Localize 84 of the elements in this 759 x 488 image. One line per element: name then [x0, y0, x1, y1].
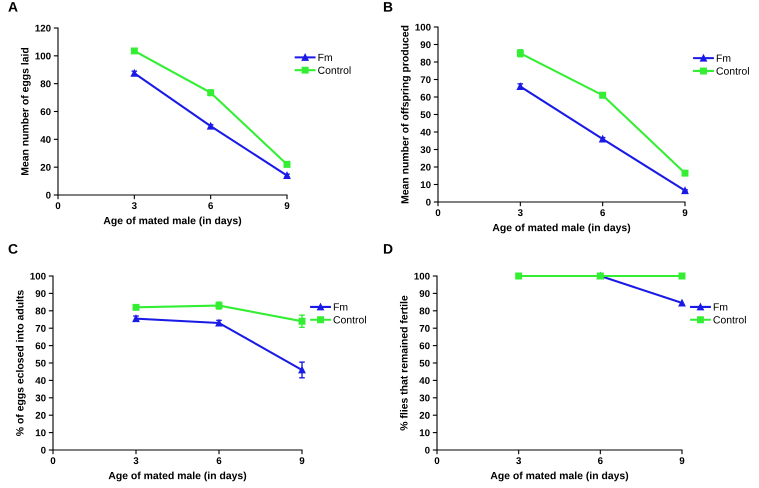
y-tick-label: 60: [36, 342, 46, 350]
y-tick-label: 0: [46, 192, 51, 199]
y-tick-label: 80: [420, 58, 431, 66]
point: [516, 83, 524, 90]
x-tick-label: 9: [284, 202, 290, 210]
y-tick-label: 60: [420, 94, 431, 101]
y-tick-label: 10: [420, 429, 430, 436]
chart-title: B: [384, 2, 392, 12]
x-tick-label: 9: [300, 457, 304, 464]
legend-label: Control: [713, 316, 746, 324]
y-tick-label: 40: [419, 377, 430, 384]
y-tick-label: 20: [36, 412, 46, 419]
point: [284, 160, 290, 168]
point: [216, 320, 222, 326]
y-tick-label: 30: [35, 394, 46, 402]
y-axis-title: % of eggs eclosed into adults: [16, 290, 26, 436]
x-axis-title: Age of mated male (in days): [108, 472, 246, 482]
x-tick-label: 3: [134, 457, 138, 464]
x-axis-title: Age of mated male (in days): [492, 224, 630, 234]
y-tick-label: 50: [420, 360, 430, 367]
x-tick-label: 3: [516, 457, 522, 464]
y-tick-label: 40: [35, 377, 46, 384]
x-axis-title: Age of mated male (in days): [490, 472, 628, 482]
y-tick-label: 20: [420, 412, 430, 419]
legend-label: Control: [716, 67, 749, 75]
y-tick-label: 30: [420, 146, 431, 154]
x-tick-label: 0: [436, 209, 440, 216]
x-tick-label: 6: [598, 457, 603, 464]
chart-title: A: [8, 2, 18, 12]
x-tick-label: 3: [518, 209, 523, 216]
legend-label: Fm: [318, 54, 332, 62]
x-tick-label: 6: [208, 202, 214, 210]
y-tick-label: 120: [35, 24, 51, 32]
y-tick-label: 50: [36, 360, 46, 367]
x-tick-label: 9: [682, 209, 688, 216]
y-tick-label: 100: [35, 52, 51, 60]
x-tick-label: 3: [132, 202, 137, 210]
legend-label: Fm: [716, 54, 730, 62]
y-tick-label: 0: [425, 446, 430, 454]
y-axis-title: % flies that remained fertile: [400, 296, 408, 430]
y-axis-title: Mean number of offspring produced: [400, 26, 411, 204]
y-tick-label: 90: [36, 290, 46, 298]
y-tick-label: 80: [420, 308, 430, 314]
x-tick-label: 0: [56, 202, 60, 210]
x-tick-label: 0: [434, 457, 440, 464]
chart-title: C: [8, 244, 18, 254]
y-tick-label: 70: [420, 324, 430, 332]
x-tick-label: 9: [680, 457, 684, 464]
point: [130, 47, 138, 54]
y-tick-label: 10: [420, 181, 431, 188]
chart-title: D: [384, 244, 392, 254]
y-tick-label: 20: [420, 164, 431, 171]
y-tick-label: 100: [414, 272, 430, 280]
y-tick-label: 80: [40, 80, 51, 88]
point: [682, 170, 688, 177]
y-tick-label: 40: [420, 128, 431, 136]
point: [298, 318, 306, 325]
y-tick-label: 10: [36, 429, 46, 436]
x-tick-label: 6: [216, 457, 222, 464]
y-axis-title: Mean number of eggs laid: [20, 48, 31, 176]
point: [132, 315, 140, 322]
y-tick-label: 20: [40, 164, 51, 171]
x-tick-label: 6: [600, 209, 606, 216]
y-tick-label: 50: [420, 111, 431, 118]
y-tick-label: 40: [40, 136, 51, 143]
point: [132, 304, 140, 311]
point: [130, 70, 138, 77]
y-tick-label: 100: [30, 272, 46, 280]
y-tick-label: 90: [420, 41, 431, 48]
y-tick-label: 60: [420, 342, 430, 350]
legend-label: Control: [334, 316, 366, 324]
y-tick-label: 70: [420, 76, 431, 84]
y-tick-label: 60: [40, 108, 51, 116]
legend-label: Fm: [334, 303, 348, 311]
legend-label: Fm: [714, 303, 728, 311]
y-tick-label: 80: [36, 308, 46, 314]
y-tick-label: 100: [415, 24, 431, 31]
x-axis-title: Age of mated male (in days): [104, 216, 242, 226]
y-tick-label: 70: [36, 324, 46, 332]
legend-label: Control: [318, 66, 351, 74]
y-tick-label: 0: [41, 446, 46, 454]
point: [298, 366, 306, 374]
y-tick-label: 90: [420, 290, 430, 298]
y-tick-label: 30: [419, 394, 430, 402]
